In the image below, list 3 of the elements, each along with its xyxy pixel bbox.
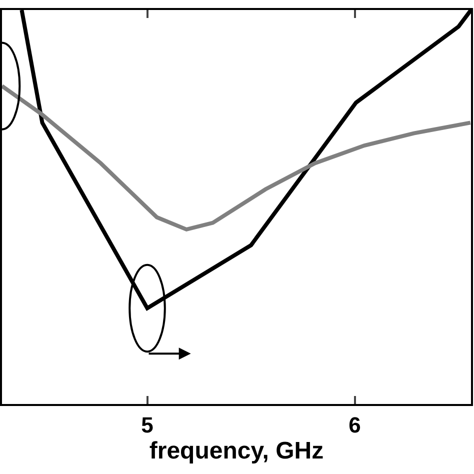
x-tick-label: 5 (141, 412, 154, 438)
x-axis-title: frequency, GHz (149, 437, 324, 464)
x-tick-label: 6 (348, 412, 361, 438)
